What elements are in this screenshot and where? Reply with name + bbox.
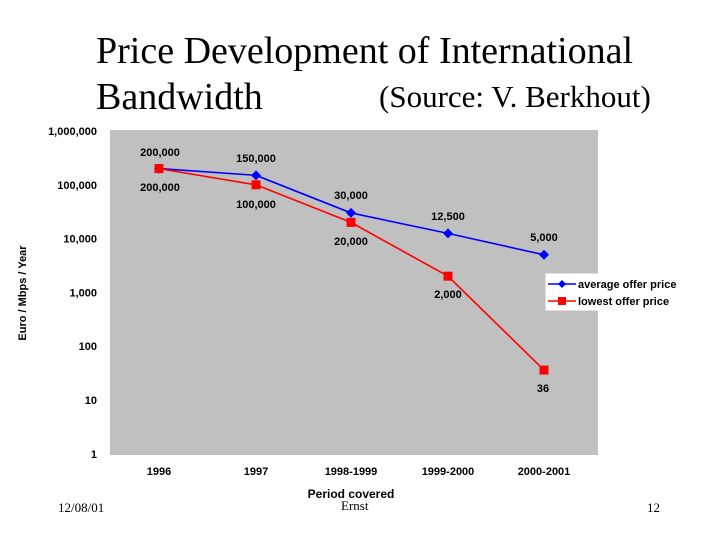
y-tick-label-3: 1,000: [69, 287, 97, 299]
series-1-data-label-2: 20,000: [334, 236, 368, 248]
slide-title: Price Development of International Bandw…: [96, 28, 696, 120]
series-0-data-label-4: 5,000: [530, 232, 558, 244]
x-tick-label-3: 1999-2000: [422, 466, 475, 478]
plot-area: [110, 130, 598, 455]
legend-label-0: average offer price: [578, 279, 676, 291]
series-0-point-1: [251, 170, 261, 181]
source-label: (Source: V. Berkhout): [379, 79, 651, 114]
footer-date: 12/08/01: [58, 500, 105, 515]
title-line-1: Price Development of International: [96, 30, 634, 72]
series-0-data-label-3: 12,500: [431, 211, 465, 223]
series-0-point-4: [539, 249, 549, 260]
x-tick-label-0: 1996: [147, 466, 171, 478]
y-tick-label-1: 100,000: [57, 180, 97, 192]
series-1-data-label-4: 36: [537, 383, 549, 395]
y-tick-label-0: 1,000,000: [48, 126, 97, 138]
series-1-data-label-1: 100,000: [236, 199, 276, 211]
legend-label-1: lowest offer price: [578, 296, 669, 308]
series-1-point-1: [251, 180, 261, 190]
y-tick-label-6: 1: [91, 449, 97, 461]
series-1-point-3: [443, 271, 453, 281]
title-line-2: Bandwidth: [96, 76, 263, 118]
y-tick-label-4: 100: [79, 341, 97, 353]
footer-author: Ernst: [341, 498, 369, 513]
series-0-data-label-2: 30,000: [334, 190, 368, 202]
legend-box: [545, 273, 699, 311]
x-tick-label-1: 1997: [244, 466, 268, 478]
series-1-data-label-0: 200,000: [140, 182, 180, 194]
y-tick-label-2: 10,000: [63, 234, 97, 246]
series-0-data-label-1: 150,000: [236, 153, 276, 165]
x-axis-title: Period covered: [308, 487, 395, 501]
y-tick-label-5: 10: [85, 395, 97, 407]
series-1-point-2: [346, 217, 356, 227]
series-0-data-label-0: 200,000: [140, 147, 180, 159]
legend-marker-0: [558, 280, 566, 288]
series-0-point-3: [443, 228, 453, 239]
footer-page-number: 12: [647, 500, 660, 515]
series-1-data-label-3: 2,000: [434, 289, 462, 301]
x-tick-label-2: 1998-1999: [325, 466, 378, 478]
y-axis-title: Euro / Mbps / Year: [17, 245, 29, 341]
series-1-point-0: [154, 164, 164, 174]
series-0-point-2: [346, 207, 356, 218]
series-1-point-4: [539, 365, 549, 375]
legend-marker-1: [558, 297, 566, 305]
x-tick-label-4: 2000-2001: [518, 466, 571, 478]
